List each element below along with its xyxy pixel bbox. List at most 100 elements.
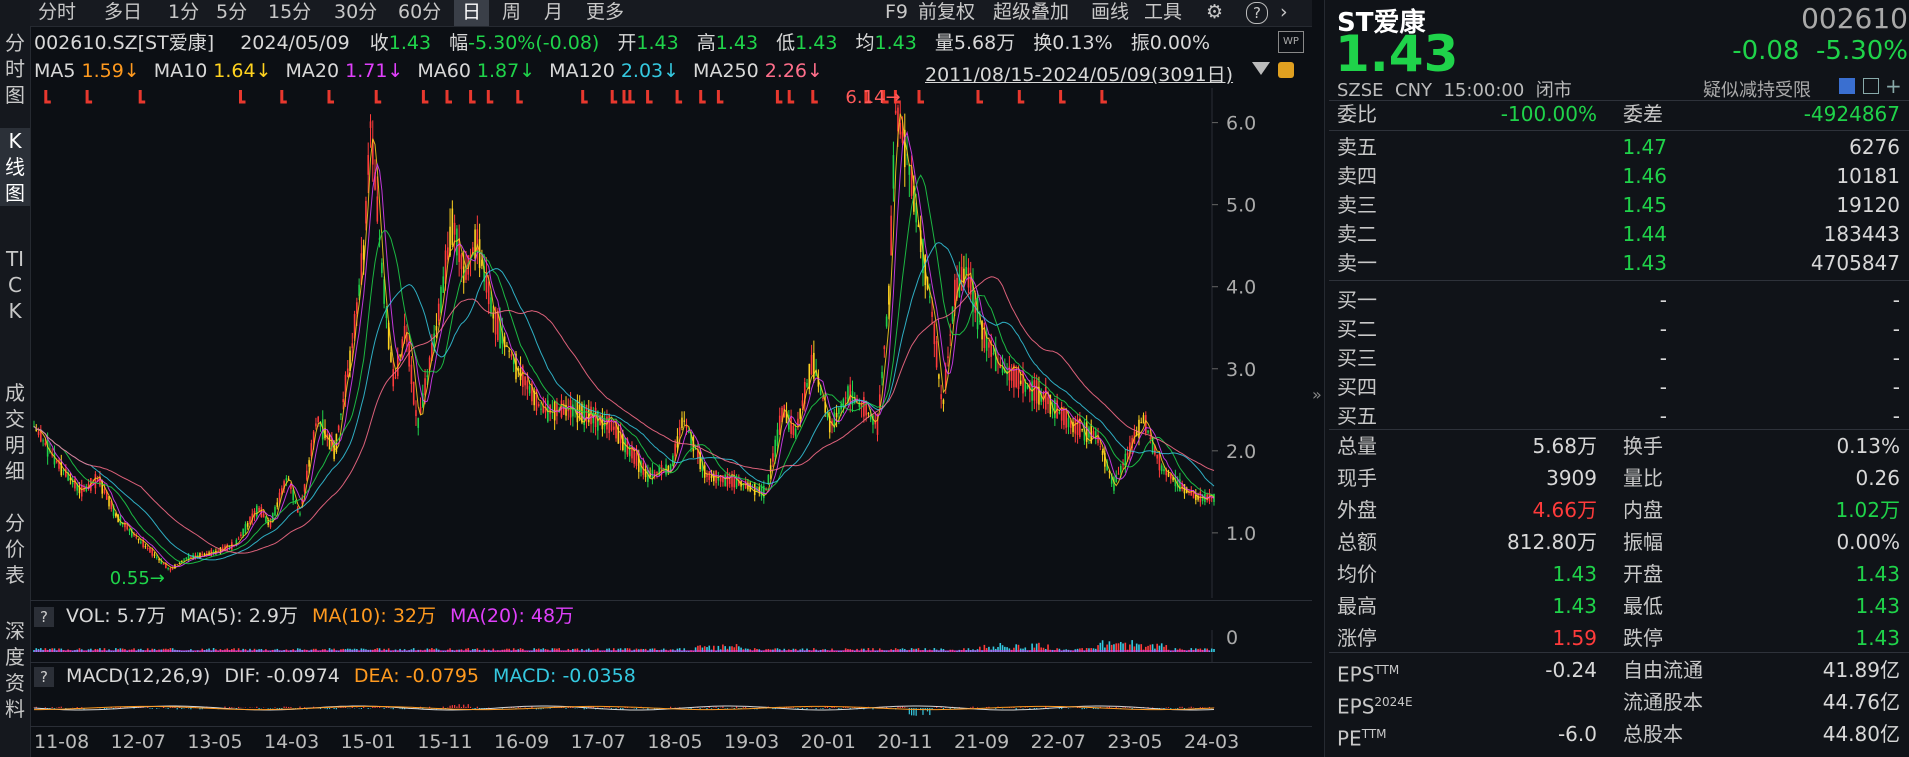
candle-body: [228, 545, 231, 550]
toolbar-right-1[interactable]: 前复权: [918, 1, 976, 23]
wp-icon[interactable]: WP: [1278, 31, 1304, 53]
candle-body: [40, 430, 42, 442]
volume-bar: [628, 648, 631, 652]
fin-label: 总股本: [1623, 722, 1683, 746]
period-tab-4[interactable]: 15分: [268, 1, 312, 23]
ask-row[interactable]: 卖五 1.47 6276: [1325, 133, 1909, 162]
event-flag: [280, 90, 287, 104]
candle-body: [385, 307, 388, 319]
toolbar-right-0[interactable]: F9: [885, 1, 909, 23]
candle-body: [767, 475, 770, 484]
candle-body: [1165, 468, 1168, 476]
chevron-right-icon[interactable]: ›: [1280, 1, 1288, 23]
side-tab-0[interactable]: 分时图: [0, 30, 30, 108]
bid-row[interactable]: 买二 - -: [1325, 315, 1909, 344]
toolbar-right-3[interactable]: 画线: [1091, 1, 1130, 23]
candle-body: [446, 247, 449, 260]
period-tab-2[interactable]: 1分: [168, 1, 200, 23]
side-tab-2[interactable]: TICK: [0, 246, 30, 324]
volume-bar: [1140, 644, 1143, 652]
collapse-panel-icon[interactable]: »: [1312, 385, 1322, 404]
volume-chart[interactable]: 0: [30, 630, 1312, 662]
volume-bar: [556, 648, 558, 652]
bid-row[interactable]: 买五 - -: [1325, 402, 1909, 431]
volume-bar: [1101, 640, 1104, 652]
bid-row[interactable]: 买一 - -: [1325, 286, 1909, 315]
event-flag: [646, 90, 653, 104]
date-range[interactable]: 2011/08/15-2024/05/09(3091日): [925, 64, 1234, 86]
help-icon[interactable]: ?: [1246, 2, 1268, 24]
window-icon[interactable]: [1863, 78, 1879, 94]
kline-chart[interactable]: 1.0 2.0 3.0 4.0 5.0 6.0 6.14→ 0.55→: [30, 88, 1312, 598]
ask-row[interactable]: 卖二 1.44 183443: [1325, 220, 1909, 249]
add-icon[interactable]: +: [1885, 74, 1902, 98]
ma-value-0: 1.59↓: [81, 60, 140, 82]
volume-bar: [1094, 648, 1097, 652]
candle-body: [1170, 473, 1172, 479]
volume-bar: [776, 648, 779, 652]
volume-bar: [328, 648, 331, 652]
x-tick-label: 20-01: [801, 731, 856, 753]
volume-bar: [233, 648, 235, 652]
candle-body: [799, 408, 802, 419]
period-tab-9[interactable]: 月: [544, 1, 564, 23]
period-tab-3[interactable]: 5分: [216, 1, 248, 23]
fin-label: EPSTTM: [1337, 656, 1399, 690]
toolbar-right-4[interactable]: 工具: [1144, 1, 1183, 23]
help-icon[interactable]: ?: [34, 607, 54, 627]
side-tab-5[interactable]: 深度资料: [0, 618, 30, 722]
volume-bar: [915, 648, 917, 652]
range-dropdown-icon[interactable]: [1252, 62, 1270, 75]
stat-value: 1.59: [1552, 626, 1597, 650]
reduction-note[interactable]: 疑似减持受限: [1703, 80, 1811, 101]
help-icon[interactable]: ?: [34, 667, 54, 687]
ask-row[interactable]: 卖四 1.46 10181: [1325, 162, 1909, 191]
period-tab-10[interactable]: 更多: [586, 1, 625, 23]
stock-code-large: 002610: [1801, 2, 1908, 35]
candle-body: [128, 528, 131, 532]
candle-body: [262, 513, 265, 518]
side-tab-3[interactable]: 成交明细: [0, 380, 30, 484]
candle-body: [180, 560, 183, 563]
high-label: 高: [696, 32, 716, 54]
period-tab-5[interactable]: 30分: [334, 1, 378, 23]
volume-bar: [783, 648, 786, 652]
period-tab-6[interactable]: 60分: [398, 1, 442, 23]
y-tick-label: 6.0: [1226, 113, 1256, 135]
candle-body: [312, 431, 315, 443]
candle-body: [735, 478, 738, 488]
gear-icon[interactable]: ⚙: [1206, 1, 1224, 23]
candle-body: [137, 538, 140, 541]
toolbar-right-2[interactable]: 超级叠加: [993, 1, 1070, 23]
ask-row[interactable]: 卖一 1.43 4705847: [1325, 249, 1909, 278]
bid-row[interactable]: 买四 - -: [1325, 373, 1909, 402]
period-tab-7[interactable]: 日: [454, 0, 490, 26]
bid-row[interactable]: 买三 - -: [1325, 344, 1909, 373]
candle-body: [1054, 399, 1056, 418]
candle-body: [1129, 442, 1131, 455]
candle-body: [199, 552, 201, 559]
side-tab-1[interactable]: K线图: [0, 128, 30, 206]
fin-value: -6.0: [1557, 722, 1597, 746]
event-flag: [516, 90, 523, 104]
side-tab-label: 成交明细: [5, 381, 25, 483]
macd-chart[interactable]: [30, 690, 1312, 726]
ask-row[interactable]: 卖三 1.45 19120: [1325, 191, 1909, 220]
period-tab-0[interactable]: 分时: [38, 1, 77, 23]
edit-icon[interactable]: [1839, 78, 1855, 94]
candle-body: [290, 483, 292, 489]
candle-body: [1101, 450, 1104, 455]
candle-body: [42, 440, 44, 442]
period-tab-1[interactable]: 多日: [104, 1, 143, 23]
volume-bar: [612, 648, 615, 652]
candle-body: [1206, 494, 1208, 501]
event-flag: [628, 90, 635, 104]
period-tab-8[interactable]: 周: [502, 1, 522, 23]
volume-bar: [103, 648, 106, 652]
volume-bar: [508, 648, 510, 652]
stat-value: 1.02万: [1835, 498, 1900, 522]
lock-icon[interactable]: [1278, 62, 1294, 78]
candle-body: [376, 196, 379, 222]
side-tab-4[interactable]: 分价表: [0, 510, 30, 588]
candle-body: [722, 475, 724, 483]
